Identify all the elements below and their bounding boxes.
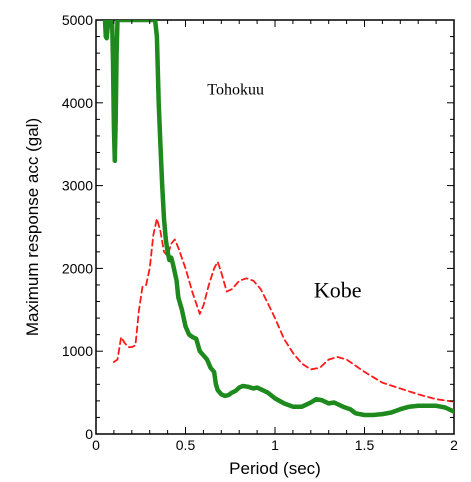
y-tick-label: 5000 xyxy=(62,12,93,28)
x-tick-label: 0 xyxy=(92,437,100,453)
x-tick-label: 2 xyxy=(450,437,458,453)
y-tick-label: 1000 xyxy=(62,343,93,359)
plot-frame xyxy=(95,19,455,435)
annotation-kobe: Kobe xyxy=(314,277,362,302)
y-axis-label: Maximum response acc (gal) xyxy=(23,118,42,336)
x-tick-label: 1.5 xyxy=(355,437,375,453)
annotation-tohoku: Tohokuu xyxy=(207,82,264,99)
x-tick-label: 0.5 xyxy=(176,437,196,453)
series-line-tohoku xyxy=(102,20,454,418)
series-line-kobe xyxy=(113,217,454,403)
x-axis-label: Period (sec) xyxy=(229,459,321,478)
x-tick-label: 1 xyxy=(271,437,279,453)
y-tick-label: 3000 xyxy=(62,178,93,194)
y-tick-label: 2000 xyxy=(62,260,93,276)
y-tick-label: 4000 xyxy=(62,95,93,111)
y-tick-label: 0 xyxy=(85,426,93,442)
